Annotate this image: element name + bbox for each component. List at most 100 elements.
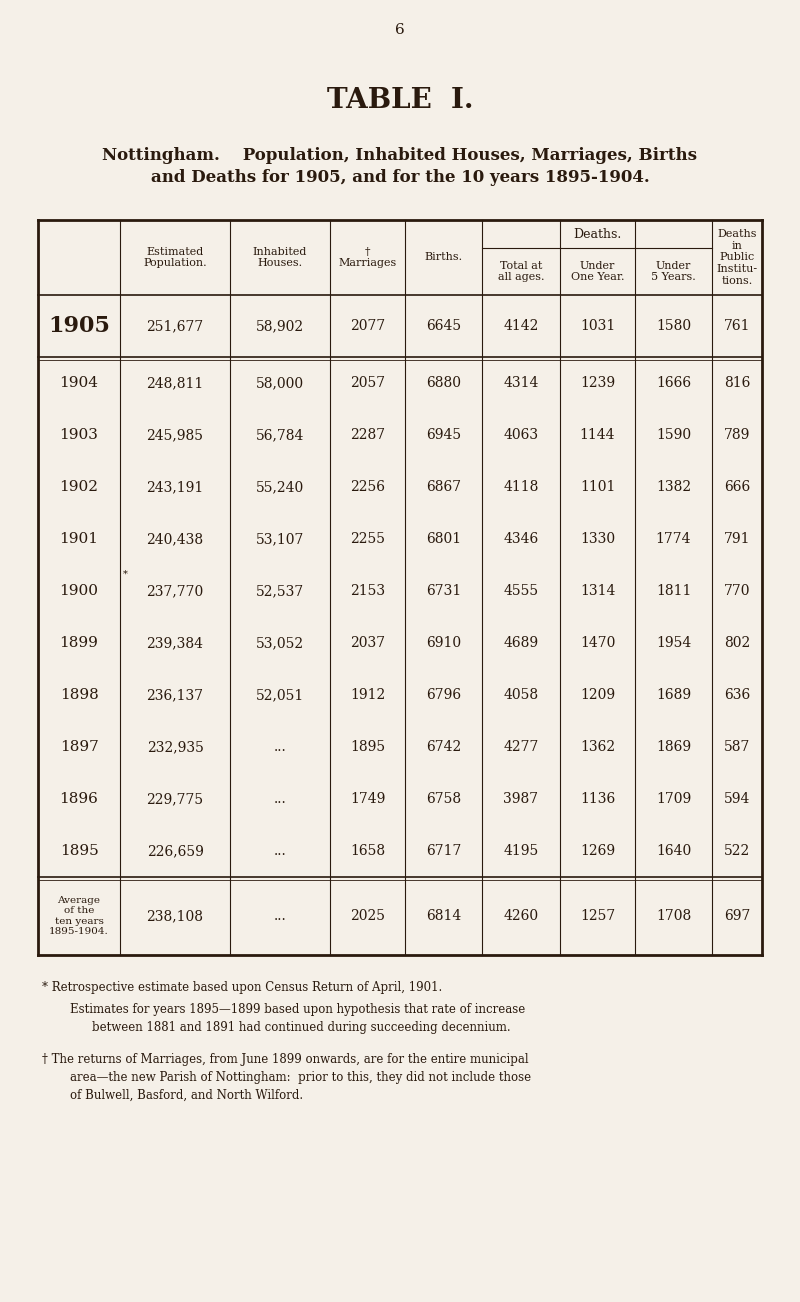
Text: Inhabited
Houses.: Inhabited Houses. <box>253 246 307 268</box>
Text: 587: 587 <box>724 740 750 754</box>
Text: 770: 770 <box>724 585 750 598</box>
Text: 58,902: 58,902 <box>256 319 304 333</box>
Text: 4689: 4689 <box>503 635 538 650</box>
Text: Estimates for years 1895—1899 based upon hypothesis that rate of increase: Estimates for years 1895—1899 based upon… <box>70 1003 526 1016</box>
Text: 1895: 1895 <box>60 844 98 858</box>
Text: 1896: 1896 <box>59 792 98 806</box>
Text: Under
5 Years.: Under 5 Years. <box>651 260 696 283</box>
Text: 6645: 6645 <box>426 319 461 333</box>
Text: 6880: 6880 <box>426 376 461 391</box>
Text: 6796: 6796 <box>426 687 461 702</box>
Text: 1905: 1905 <box>48 315 110 337</box>
Text: 4195: 4195 <box>503 844 538 858</box>
Text: 6910: 6910 <box>426 635 461 650</box>
Text: 53,107: 53,107 <box>256 533 304 546</box>
Text: 1257: 1257 <box>580 909 615 923</box>
Text: 1903: 1903 <box>59 428 98 441</box>
Text: 6945: 6945 <box>426 428 461 441</box>
Text: ...: ... <box>274 740 286 754</box>
Text: 1590: 1590 <box>656 428 691 441</box>
Text: 594: 594 <box>724 792 750 806</box>
Text: 1912: 1912 <box>350 687 385 702</box>
Text: 2037: 2037 <box>350 635 385 650</box>
Text: 1640: 1640 <box>656 844 691 858</box>
Text: 229,775: 229,775 <box>146 792 203 806</box>
Text: Total at
all ages.: Total at all ages. <box>498 260 544 283</box>
Text: ...: ... <box>274 792 286 806</box>
Text: 802: 802 <box>724 635 750 650</box>
Text: Deaths
in
Public
Institu-
tions.: Deaths in Public Institu- tions. <box>717 229 758 285</box>
Text: 2255: 2255 <box>350 533 385 546</box>
Text: †
Marriages: † Marriages <box>338 246 397 268</box>
Text: 1689: 1689 <box>656 687 691 702</box>
Text: 1580: 1580 <box>656 319 691 333</box>
Text: 245,985: 245,985 <box>146 428 203 441</box>
Text: * Retrospective estimate based upon Census Return of April, 1901.: * Retrospective estimate based upon Cens… <box>42 980 442 993</box>
Text: 1708: 1708 <box>656 909 691 923</box>
Text: 6814: 6814 <box>426 909 461 923</box>
Text: 666: 666 <box>724 480 750 493</box>
Text: 1269: 1269 <box>580 844 615 858</box>
Text: Nottingham.    Population, Inhabited Houses, Marriages, Births: Nottingham. Population, Inhabited Houses… <box>102 147 698 164</box>
Text: 1382: 1382 <box>656 480 691 493</box>
Text: 1709: 1709 <box>656 792 691 806</box>
Text: 58,000: 58,000 <box>256 376 304 391</box>
Text: 238,108: 238,108 <box>146 909 203 923</box>
Text: 2077: 2077 <box>350 319 385 333</box>
Text: 4314: 4314 <box>503 376 538 391</box>
Text: Births.: Births. <box>425 253 462 263</box>
Text: 1904: 1904 <box>59 376 98 391</box>
Text: 248,811: 248,811 <box>146 376 204 391</box>
Text: 1658: 1658 <box>350 844 385 858</box>
Text: 1900: 1900 <box>59 585 98 598</box>
Text: 4346: 4346 <box>503 533 538 546</box>
Text: 1895: 1895 <box>350 740 385 754</box>
Text: 1666: 1666 <box>656 376 691 391</box>
Text: 1901: 1901 <box>59 533 98 546</box>
Text: 52,051: 52,051 <box>256 687 304 702</box>
Text: of Bulwell, Basford, and North Wilford.: of Bulwell, Basford, and North Wilford. <box>70 1088 303 1101</box>
Text: 1101: 1101 <box>580 480 615 493</box>
Text: 2057: 2057 <box>350 376 385 391</box>
Text: 55,240: 55,240 <box>256 480 304 493</box>
Text: 226,659: 226,659 <box>146 844 203 858</box>
Text: 1869: 1869 <box>656 740 691 754</box>
Text: 2025: 2025 <box>350 909 385 923</box>
Text: 1209: 1209 <box>580 687 615 702</box>
Text: 1749: 1749 <box>350 792 385 806</box>
Text: 232,935: 232,935 <box>146 740 203 754</box>
Text: 1954: 1954 <box>656 635 691 650</box>
Text: 6717: 6717 <box>426 844 461 858</box>
Text: 6731: 6731 <box>426 585 461 598</box>
Text: 1362: 1362 <box>580 740 615 754</box>
Text: 1898: 1898 <box>60 687 98 702</box>
Text: 816: 816 <box>724 376 750 391</box>
Text: 4260: 4260 <box>503 909 538 923</box>
Text: 522: 522 <box>724 844 750 858</box>
Text: 236,137: 236,137 <box>146 687 203 702</box>
Text: Deaths.: Deaths. <box>573 228 621 241</box>
Text: 1470: 1470 <box>580 635 615 650</box>
Text: 4058: 4058 <box>503 687 538 702</box>
Text: 4142: 4142 <box>503 319 538 333</box>
Text: 1031: 1031 <box>580 319 615 333</box>
Text: area—the new Parish of Nottingham:  prior to this, they did not include those: area—the new Parish of Nottingham: prior… <box>70 1072 531 1085</box>
Text: TABLE  I.: TABLE I. <box>326 86 474 113</box>
Text: 239,384: 239,384 <box>146 635 203 650</box>
Text: 4555: 4555 <box>503 585 538 598</box>
Text: 240,438: 240,438 <box>146 533 203 546</box>
Text: 2287: 2287 <box>350 428 385 441</box>
Text: 2256: 2256 <box>350 480 385 493</box>
Text: † The returns of Marriages, from June 1899 onwards, are for the entire municipal: † The returns of Marriages, from June 18… <box>42 1053 529 1066</box>
Text: 237,770: 237,770 <box>146 585 204 598</box>
Text: 761: 761 <box>724 319 750 333</box>
Text: 1774: 1774 <box>656 533 691 546</box>
Text: 6801: 6801 <box>426 533 461 546</box>
Text: 6867: 6867 <box>426 480 461 493</box>
Text: Estimated
Population.: Estimated Population. <box>143 246 207 268</box>
Text: 4277: 4277 <box>503 740 538 754</box>
Text: Under
One Year.: Under One Year. <box>570 260 624 283</box>
Text: 53,052: 53,052 <box>256 635 304 650</box>
Text: 1144: 1144 <box>580 428 615 441</box>
Text: 3987: 3987 <box>503 792 538 806</box>
